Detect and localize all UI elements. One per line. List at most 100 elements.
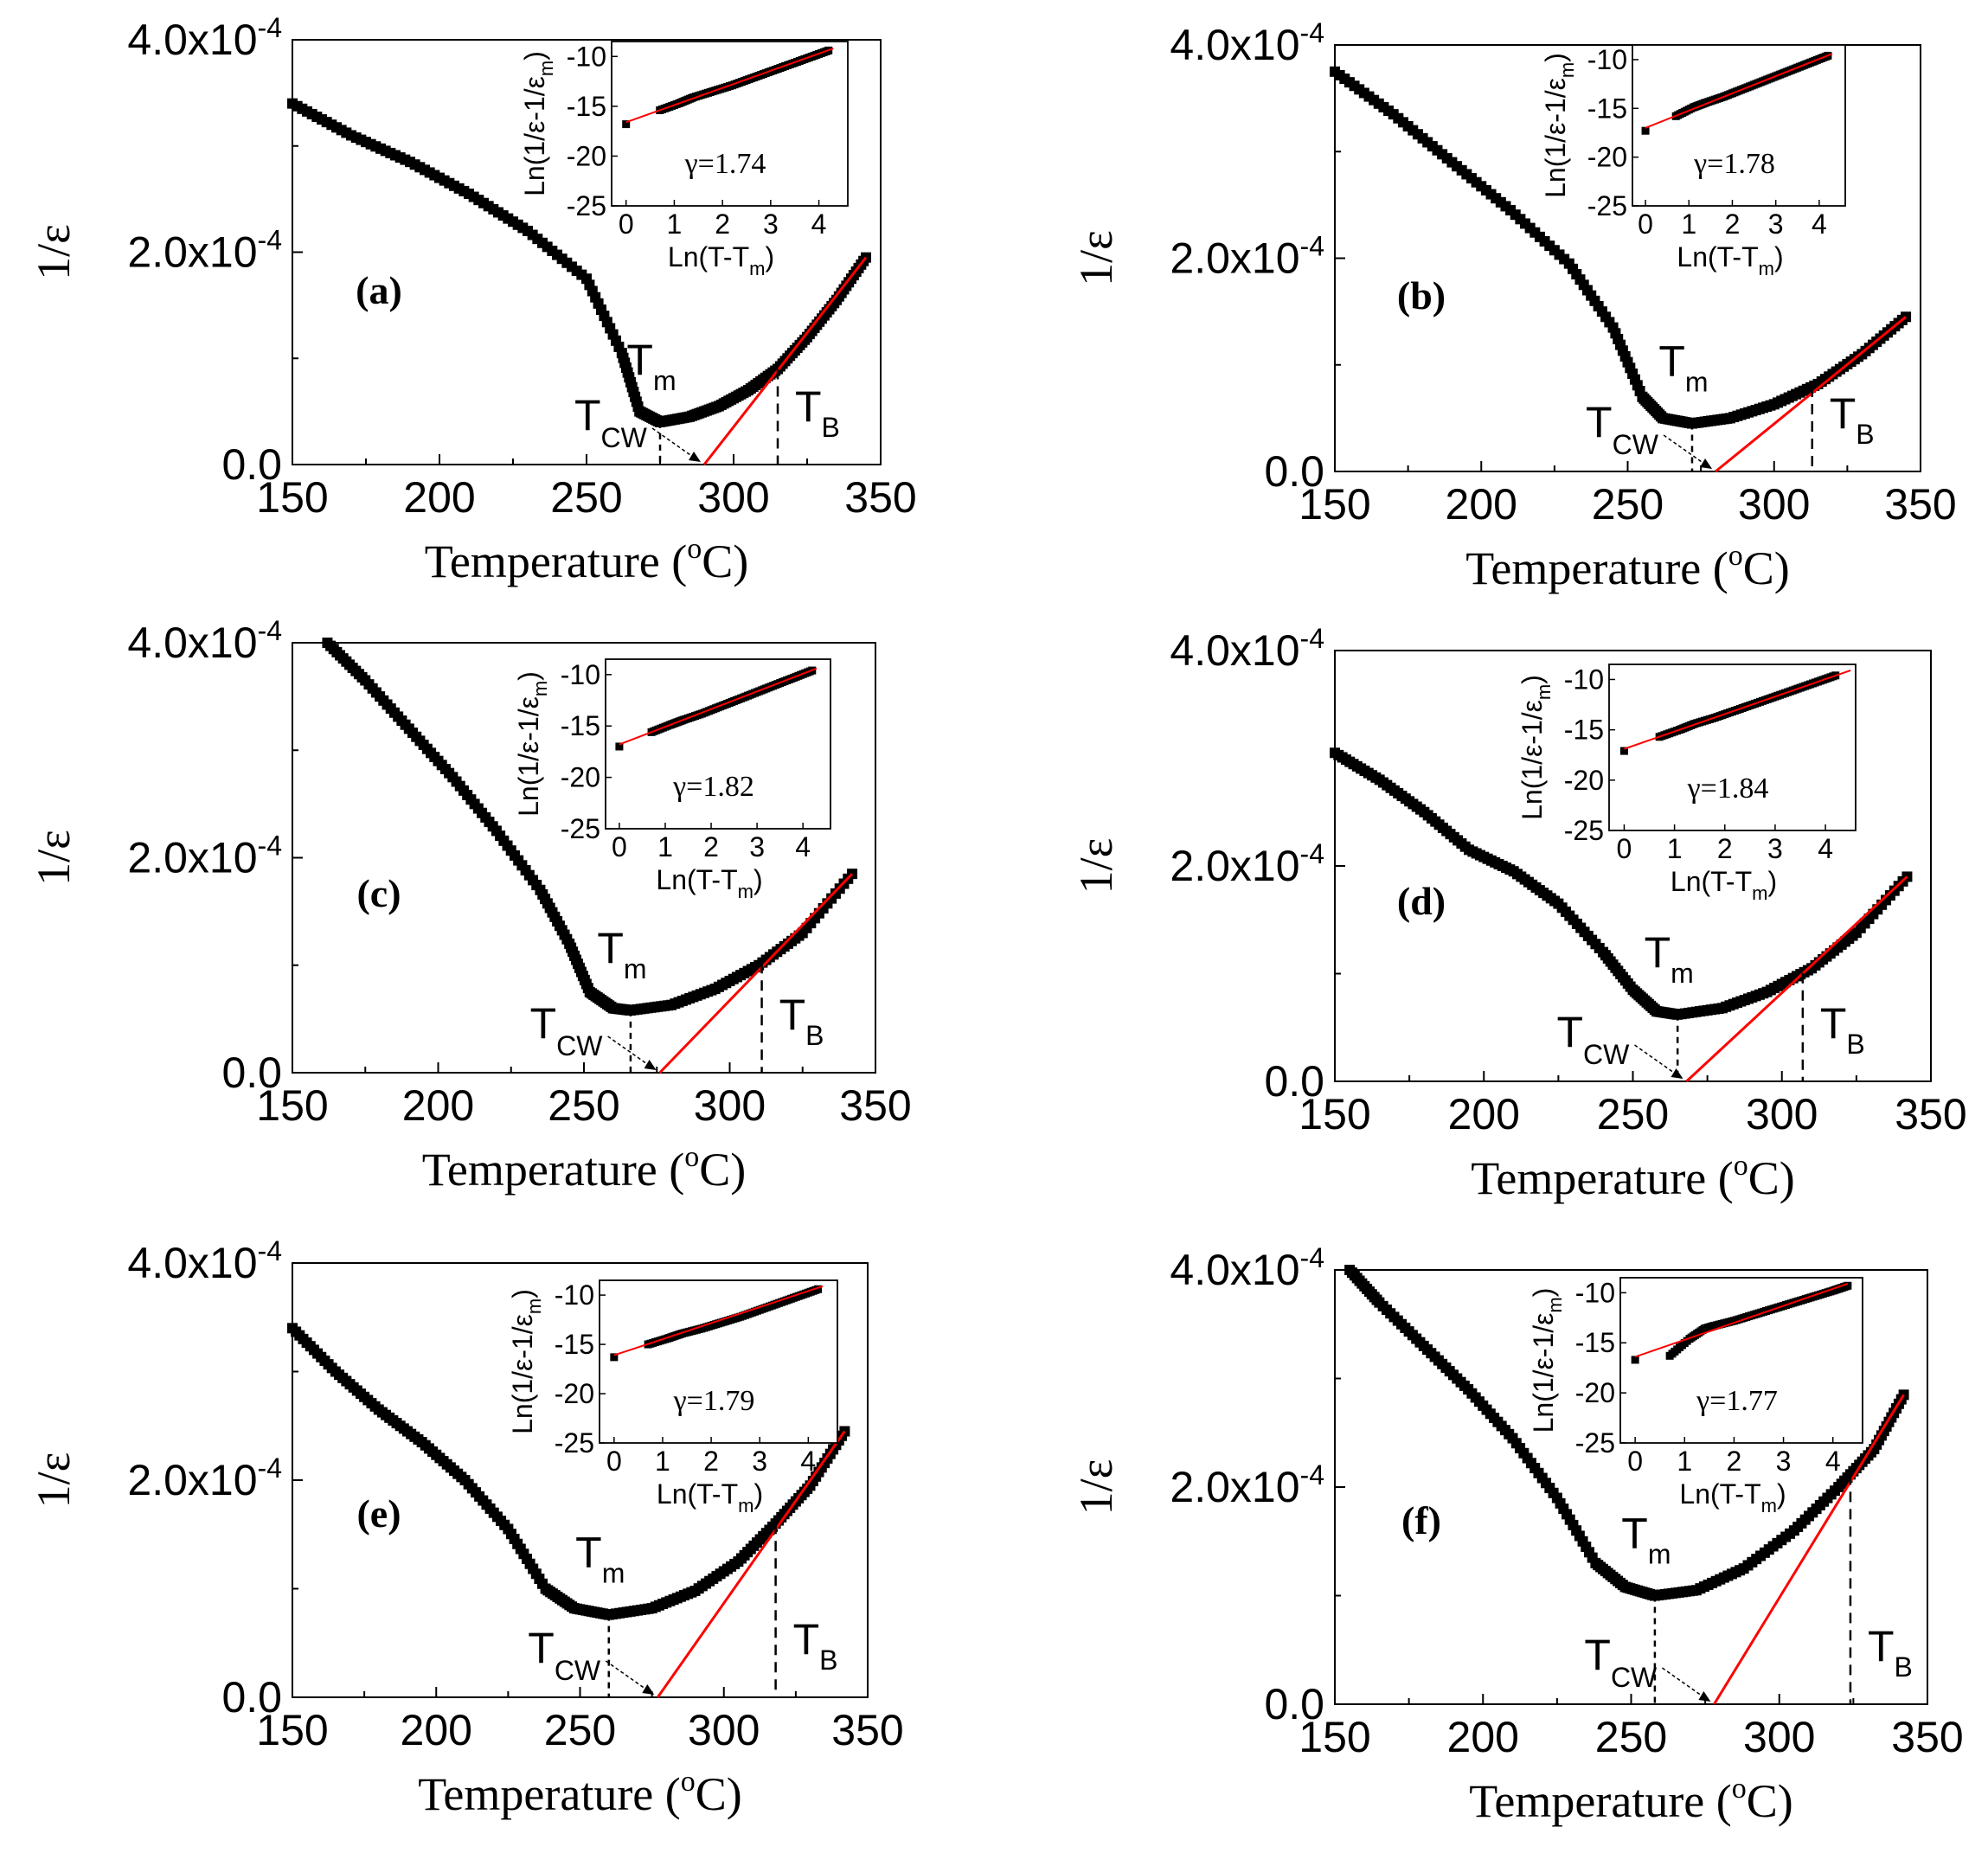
inset-x-tick-label: 3 — [1776, 1446, 1792, 1477]
tm-text: T — [1658, 337, 1685, 386]
x-axis-label: Temperature (oC) — [1471, 1150, 1795, 1204]
x-tick-label: 250 — [550, 473, 622, 522]
inset-x-label-sub: m — [1752, 882, 1767, 904]
inset-x-tick-label: 1 — [1667, 833, 1683, 864]
y-tick-text: 0.0 — [1264, 447, 1324, 496]
tcw-text: T — [1557, 1008, 1584, 1056]
inset-y-axis-label: Ln(1/ε-1/εm) — [1540, 53, 1578, 198]
tb-text: T — [1820, 999, 1847, 1048]
x-tick-label: 250 — [1597, 1090, 1669, 1138]
inset-y-tick-label: -10 — [1587, 44, 1627, 75]
y-tick-label: 2.0x10-4 — [1170, 1459, 1324, 1511]
inset-x-label-text: Ln(T-T — [668, 241, 749, 272]
y-tick-label: 0.0 — [221, 440, 282, 489]
tb-sub: B — [819, 1645, 837, 1676]
inset-plot: 0 1 2 3 4-10-15-20-25Ln(T-Tm)Ln(1/ε-1/εm)γ=1… — [1528, 1277, 1863, 1516]
panel-label: (a) — [356, 268, 402, 312]
x-axis-label: Temperature (oC) — [1465, 540, 1790, 594]
y-axis-label: 1/ε — [1070, 838, 1122, 894]
tb-annotation: TB — [1820, 999, 1865, 1060]
y-tick-exponent: -4 — [1300, 1459, 1324, 1491]
tcw-sub: CW — [601, 422, 648, 453]
inset-x-axis-label: Ln(T-Tm) — [656, 864, 762, 902]
inset-x-label-text: Ln(T-T — [1677, 241, 1758, 272]
tm-text: T — [1645, 928, 1671, 977]
inset-x-label-sub: m — [738, 881, 754, 902]
inset-x-tick-label: 4 — [1818, 833, 1833, 864]
x-tick-label: 200 — [403, 473, 475, 522]
inset-frame — [611, 41, 849, 207]
inset-y-label-tail: ) — [1517, 675, 1548, 684]
x-tick-label: 350 — [1891, 1713, 1963, 1761]
y-tick-label: 2.0x10-4 — [127, 225, 282, 277]
x-tick-label: 200 — [1447, 1713, 1519, 1761]
y-tick-label: 4.0x10-4 — [127, 12, 282, 64]
tm-annotation: Tm — [575, 1529, 625, 1589]
inset-y-tick-label: -25 — [567, 190, 606, 221]
y-tick-text: 0.0 — [1264, 1057, 1324, 1106]
x-axis-label-text: Temperature ( — [425, 535, 688, 587]
inset-data-point — [615, 742, 624, 751]
inset-fit-line — [1624, 670, 1851, 750]
y-tick-text: 0.0 — [221, 440, 282, 489]
inset-plot: 0 1 2 3 4-10-15-20-25Ln(T-Tm)Ln(1/ε-1/εm)γ=1… — [507, 1279, 838, 1516]
inset-x-label-text: Ln(T-T — [1671, 866, 1752, 897]
inset-fit-line — [619, 667, 818, 746]
inset-x-label-sub: m — [738, 1495, 754, 1516]
y-tick-label: 0.0 — [221, 1048, 282, 1097]
inset-y-label-text: Ln(1/ε-1/ε — [1517, 700, 1548, 820]
x-tick-label: 200 — [1448, 1090, 1520, 1138]
inset-y-label-text: Ln(1/ε-1/ε — [507, 1314, 538, 1434]
x-axis-label-sup: o — [1728, 540, 1743, 572]
tcw-text: T — [530, 999, 557, 1048]
y-tick-label: 4.0x10-4 — [1170, 623, 1324, 675]
tcw-text: T — [528, 1624, 555, 1672]
inset-y-tick-label: -20 — [1587, 142, 1627, 173]
tcw-arrow-head — [642, 1684, 655, 1695]
inset-data-point — [814, 1285, 823, 1293]
x-tick-label: 350 — [1884, 480, 1956, 529]
panel-label: (e) — [356, 1491, 401, 1536]
x-axis-label-sup: o — [687, 533, 702, 565]
tm-sub: m — [653, 365, 677, 396]
y-tick-exponent: -4 — [258, 225, 282, 256]
y-tick-text: 2.0x10 — [127, 228, 257, 277]
inset-x-tick-label: 1 — [657, 831, 673, 862]
x-axis-label-text: Temperature ( — [1465, 542, 1728, 594]
inset-x-tick-label: 0 — [1617, 833, 1632, 864]
x-tick-label: 350 — [839, 1081, 911, 1130]
x-axis-label-tail: C) — [1748, 1152, 1795, 1204]
panel-label: (f) — [1401, 1498, 1441, 1542]
y-axis-label: 1/ε — [28, 1452, 80, 1509]
tm-annotation: Tm — [1645, 928, 1694, 989]
tm-text: T — [597, 924, 624, 972]
inset-x-axis-label: Ln(T-Tm) — [668, 241, 774, 279]
y-tick-label: 2.0x10-4 — [1170, 231, 1324, 283]
inset-gamma-label: γ=1.84 — [1687, 773, 1769, 805]
inset-x-label-sub: m — [1761, 1495, 1777, 1516]
tcw-sub: CW — [1611, 1662, 1658, 1693]
y-axis-label: 1/ε — [1070, 1459, 1122, 1516]
fit-line — [658, 873, 854, 1074]
inset-x-label-text: Ln(T-T — [656, 864, 737, 895]
y-tick-text: 2.0x10 — [127, 1456, 257, 1504]
inset-data-point — [622, 120, 631, 129]
inset-y-axis-label: Ln(1/ε-1/εm) — [1517, 675, 1555, 820]
x-axis-label-tail: C) — [1743, 542, 1790, 594]
x-tick-label: 150 — [1299, 1713, 1370, 1761]
inset-y-label-sub: m — [529, 681, 551, 696]
tcw-annotation: TCW — [1584, 1631, 1658, 1693]
inset-x-tick-label: 1 — [667, 208, 683, 240]
y-tick-exponent: -4 — [258, 1452, 282, 1484]
inset-gamma-label: γ=1.79 — [673, 1385, 755, 1417]
inset-y-axis-label: Ln(1/ε-1/εm) — [513, 671, 551, 817]
x-tick-label: 300 — [697, 473, 769, 522]
tb-text: T — [779, 991, 806, 1039]
inset-x-tick-label: 2 — [703, 1446, 719, 1477]
x-tick-label: 150 — [256, 1706, 328, 1754]
inset-x-tick-label: 2 — [1725, 208, 1741, 240]
inset-gamma-label: γ=1.74 — [684, 148, 766, 180]
x-tick-label: 150 — [1299, 480, 1370, 529]
inset-plot: 0 1 2 3 4-10-15-20-25Ln(T-Tm)Ln(1/ε-1/εm)γ=1… — [513, 658, 831, 902]
inset-x-axis-label: Ln(T-Tm) — [1671, 866, 1777, 904]
